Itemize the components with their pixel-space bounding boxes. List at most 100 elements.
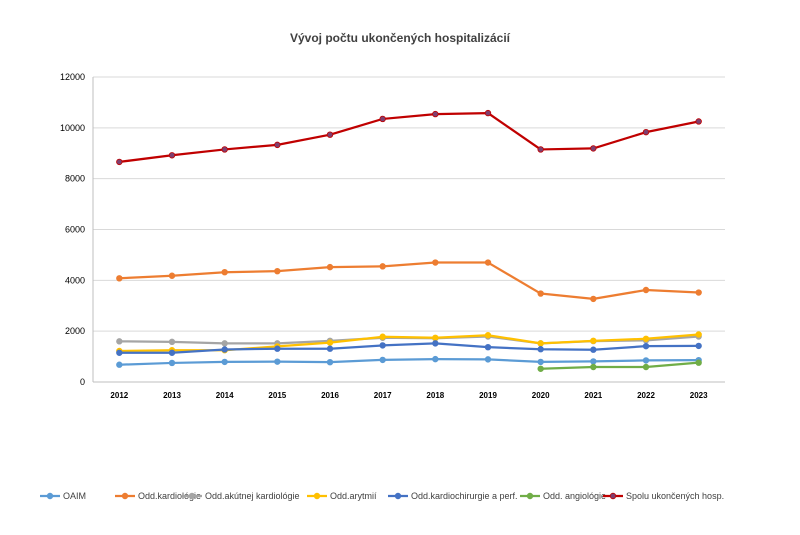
series-line — [119, 358, 699, 366]
data-point — [642, 363, 650, 371]
series-4 — [116, 340, 702, 356]
data-point — [695, 289, 702, 296]
data-point — [537, 290, 544, 297]
data-point — [221, 340, 228, 347]
data-point — [537, 365, 544, 372]
y-tick-label: 12000 — [60, 72, 85, 82]
data-point — [116, 349, 123, 356]
legend-label: Odd. angiológie — [543, 491, 606, 501]
series-1 — [116, 259, 702, 303]
data-point — [590, 346, 597, 353]
data-point — [221, 269, 228, 276]
data-point — [326, 358, 334, 366]
legend-item: Spolu ukončených hosp. — [603, 491, 724, 501]
series-line — [119, 342, 699, 354]
y-tick-label: 2000 — [65, 326, 85, 336]
x-tick-label: 2014 — [216, 391, 234, 400]
data-point — [590, 145, 597, 152]
data-point — [116, 275, 123, 282]
legend-marker — [121, 492, 129, 500]
legend-item: OAIM — [40, 491, 86, 501]
data-point — [168, 359, 176, 367]
legend-item: Odd.arytmií — [307, 491, 377, 501]
data-point — [221, 346, 228, 353]
data-point — [695, 359, 702, 366]
data-point — [168, 152, 176, 159]
data-point — [484, 332, 492, 339]
legend: OAIM Odd.kardiológie Odd.akútnej kardiológ… — [40, 491, 724, 501]
y-tick-label: 6000 — [65, 225, 85, 235]
legend-marker — [46, 492, 54, 500]
data-point — [274, 345, 281, 352]
x-tick-label: 2016 — [321, 391, 339, 400]
data-point — [590, 337, 597, 345]
gridlines — [93, 76, 725, 332]
data-point — [274, 267, 281, 275]
data-point — [326, 263, 334, 271]
data-point — [168, 272, 176, 279]
data-point — [537, 340, 544, 347]
x-tick-label: 2021 — [584, 391, 602, 400]
legend-label: Odd.arytmií — [330, 491, 377, 501]
series-line — [540, 361, 699, 370]
y-axis: 0 2000 4000 6000 8000 10000 12000 — [60, 72, 94, 387]
x-tick-label: 2015 — [268, 391, 286, 400]
data-point — [642, 128, 650, 136]
plot-area — [116, 109, 702, 372]
series-line — [119, 261, 699, 301]
data-point — [432, 355, 439, 363]
data-point — [221, 358, 228, 366]
x-tick-label: 2017 — [374, 391, 392, 400]
legend-item: Odd.akútnej kardiológie — [182, 491, 300, 501]
data-point — [695, 331, 702, 338]
data-point — [326, 345, 334, 352]
data-point — [484, 343, 492, 351]
chart-title: Vývoj počtu ukončených hospitalizácií — [290, 31, 511, 45]
x-axis: 2012 2013 2014 2015 2016 2017 2018 2019 2020 2021… — [93, 381, 725, 400]
data-point — [168, 338, 176, 346]
data-point — [274, 358, 281, 365]
legend-marker — [188, 492, 196, 500]
data-point — [326, 131, 334, 138]
legend-label: Odd.kardiochirurgie a perf. — [411, 491, 518, 501]
x-tick-label: 2023 — [690, 391, 708, 400]
y-tick-label: 8000 — [65, 174, 85, 184]
y-tick-label: 10000 — [60, 123, 85, 133]
data-point — [590, 295, 597, 303]
series-5 — [537, 359, 702, 372]
data-point — [326, 339, 334, 346]
data-point — [432, 110, 439, 118]
data-point — [590, 358, 597, 365]
legend-item: Odd.kardiológie — [115, 491, 201, 501]
x-tick-label: 2020 — [532, 391, 550, 400]
legend-marker — [609, 492, 617, 500]
series-6 — [116, 109, 702, 166]
x-tick-label: 2018 — [426, 391, 444, 400]
x-tick-label: 2013 — [163, 391, 181, 400]
x-tick-label: 2022 — [637, 391, 655, 400]
x-tick-label: 2019 — [479, 391, 497, 400]
data-point — [432, 334, 439, 341]
data-point — [274, 141, 281, 149]
legend-marker — [394, 492, 402, 500]
data-point — [168, 349, 176, 356]
data-point — [379, 356, 386, 364]
x-tick-label: 2012 — [110, 391, 128, 400]
data-point — [590, 363, 597, 371]
legend-marker — [526, 492, 534, 500]
series-0 — [116, 355, 702, 368]
legend-label: OAIM — [63, 491, 86, 501]
data-point — [379, 115, 386, 123]
data-point — [642, 342, 650, 350]
data-point — [116, 338, 123, 345]
legend-item: Odd.kardiochirurgie a perf. — [388, 491, 518, 501]
data-point — [695, 342, 702, 350]
data-point — [484, 109, 492, 117]
legend-item: Odd. angiológie — [520, 491, 606, 501]
legend-marker — [313, 492, 321, 500]
data-point — [484, 259, 492, 266]
data-point — [484, 356, 492, 363]
data-point — [537, 358, 544, 366]
series-line — [119, 111, 699, 164]
